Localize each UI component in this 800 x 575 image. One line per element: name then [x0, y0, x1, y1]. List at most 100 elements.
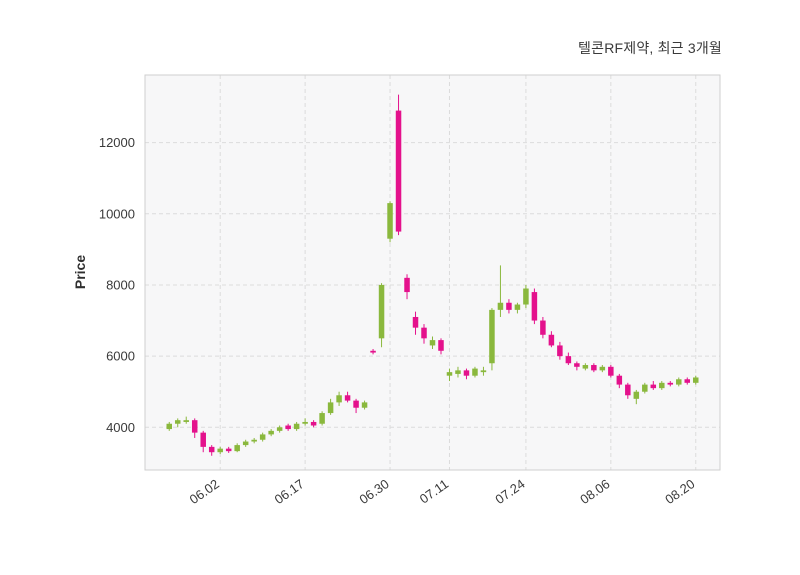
candle-body: [633, 391, 640, 399]
x-tick-label: 06.02: [187, 476, 222, 507]
x-tick-label: 08.20: [662, 476, 697, 507]
candle: [574, 361, 580, 371]
candle: [523, 284, 529, 309]
candle: [191, 418, 198, 438]
candle: [625, 382, 631, 399]
candle: [506, 299, 512, 314]
candle-body: [259, 434, 266, 440]
candle: [276, 425, 283, 433]
candle: [455, 366, 461, 378]
candle-body: [608, 366, 614, 376]
candle-body: [336, 395, 342, 403]
candle-body: [684, 379, 691, 383]
candle: [293, 421, 300, 431]
candle-body: [327, 402, 334, 414]
x-tick-label: 06.17: [272, 476, 307, 507]
x-tick-label: 08.06: [577, 476, 612, 507]
candle: [242, 439, 249, 447]
candle: [208, 445, 215, 456]
candle-body: [200, 432, 206, 447]
candle-body: [472, 368, 478, 376]
candle-body: [446, 372, 453, 376]
candle: [166, 421, 172, 431]
candle-body: [225, 448, 232, 452]
candle: [633, 389, 640, 405]
candle-body: [599, 366, 606, 371]
candle: [514, 302, 521, 314]
candle-body: [251, 439, 257, 442]
candle-body: [565, 356, 572, 364]
candle: [285, 423, 291, 431]
candle: [234, 443, 240, 453]
candle: [370, 349, 376, 355]
candle-body: [234, 445, 240, 452]
candle-body: [659, 382, 665, 389]
candle: [659, 381, 665, 390]
candle: [650, 381, 657, 390]
candle: [217, 446, 223, 454]
candle-body: [353, 400, 359, 408]
candle-body: [421, 327, 427, 339]
candle-body: [378, 284, 385, 339]
x-tick-label: 07.11: [417, 476, 451, 506]
candle: [302, 418, 308, 426]
candle: [608, 365, 614, 378]
candle-body: [540, 320, 546, 335]
candle: [463, 368, 470, 380]
plot-area: [145, 75, 720, 470]
candle-body: [208, 446, 215, 453]
candle-body: [582, 365, 589, 369]
gridlines: [145, 75, 720, 470]
candle-body: [463, 370, 470, 376]
candle: [676, 377, 682, 387]
candle: [667, 381, 674, 387]
candle: [361, 400, 368, 410]
candle: [548, 331, 555, 348]
candle-body: [276, 427, 283, 431]
candle-body: [480, 370, 487, 373]
candle-body: [404, 277, 410, 293]
candle-body: [191, 420, 198, 433]
candle: [642, 382, 648, 394]
candle-body: [310, 421, 317, 426]
candle-body: [591, 365, 597, 371]
candle: [480, 366, 487, 376]
x-tick-label: 06.30: [356, 476, 391, 507]
candle: [174, 418, 181, 428]
candle: [489, 308, 495, 371]
candle-body: [429, 340, 436, 346]
candle-body: [285, 425, 291, 430]
candle-body: [183, 420, 189, 422]
candle-body: [523, 288, 529, 305]
candle: [251, 437, 257, 444]
candle: [404, 274, 410, 300]
x-tick-label: 07.24: [492, 476, 527, 507]
y-tick-label: 10000: [99, 206, 135, 221]
candle: [319, 411, 325, 426]
candle-body: [395, 110, 402, 232]
candle-body: [616, 375, 623, 385]
candle: [446, 368, 453, 382]
candle: [344, 391, 351, 403]
candle: [582, 363, 589, 371]
candle-body: [531, 292, 538, 321]
candle-body: [370, 350, 376, 353]
y-tick-label: 4000: [106, 420, 135, 435]
candle: [438, 338, 444, 355]
candle-body: [693, 377, 699, 383]
candle-body: [548, 334, 555, 346]
candle-body: [242, 441, 249, 446]
plot-border: [144, 74, 721, 471]
candle-body: [293, 423, 300, 430]
candle: [472, 366, 478, 378]
candle-body: [412, 316, 419, 328]
candle-body: [268, 430, 274, 435]
candle: [412, 311, 419, 335]
candle: [557, 341, 563, 360]
y-tick-label: 6000: [106, 349, 135, 364]
candle: [268, 429, 274, 437]
candle-body: [455, 370, 461, 374]
candle-body: [667, 382, 674, 385]
candle: [327, 398, 334, 415]
